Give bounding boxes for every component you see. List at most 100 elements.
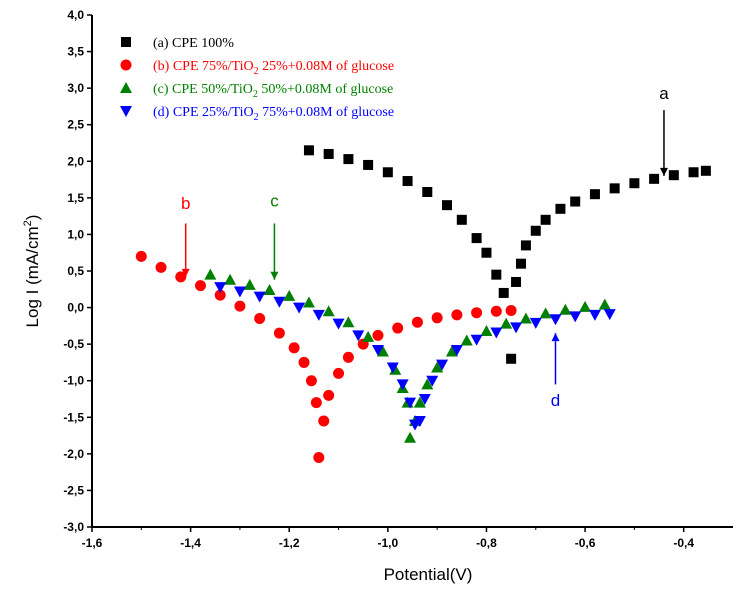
data-point-a <box>511 276 522 287</box>
data-point-b <box>392 322 404 334</box>
data-point-b <box>305 375 317 387</box>
annotations: a b c d <box>181 84 669 410</box>
data-point-a <box>649 173 660 184</box>
y-tick-label: 1,5 <box>67 191 84 205</box>
legend-label-b: (b) CPE 75%/TiO2 25%+0.08M of glucose <box>153 59 394 77</box>
data-point-c <box>342 316 355 328</box>
legend-item-c: (c) CPE 50%/TiO2 50%+0.08M of glucose <box>120 82 393 100</box>
annotation-arrow-head <box>181 268 190 277</box>
data-point-c <box>559 303 572 315</box>
legend-item-a: (a) CPE 100% <box>121 36 234 51</box>
legend-label-c: (c) CPE 50%/TiO2 50%+0.08M of glucose <box>153 82 393 100</box>
annotation-b: b <box>181 194 190 277</box>
data-point-c <box>431 361 444 373</box>
data-point-a <box>688 167 699 178</box>
y-axis-title-close: ) <box>23 215 42 221</box>
y-tick-label: -3,0 <box>63 520 84 534</box>
data-point-a <box>442 200 453 211</box>
data-point-b <box>310 397 322 409</box>
data-point-d <box>569 311 582 323</box>
legend-marker-b <box>120 59 132 71</box>
data-point-a <box>589 189 600 200</box>
data-point-a <box>343 154 354 165</box>
legend: (a) CPE 100% (b) CPE 75%/TiO2 25%+0.08M o… <box>120 36 394 123</box>
data-point-d <box>470 334 483 346</box>
series-c <box>204 268 611 443</box>
legend-marker-c <box>120 82 132 93</box>
data-point-b <box>155 261 167 273</box>
data-point-b <box>175 271 187 283</box>
data-point-d <box>332 318 345 330</box>
annotation-label: b <box>181 194 190 213</box>
data-point-d <box>386 362 399 374</box>
data-point-a <box>382 167 393 178</box>
data-point-d <box>312 309 325 321</box>
annotation-label: c <box>270 192 279 211</box>
data-point-b <box>342 351 354 363</box>
data-point-b <box>194 280 206 292</box>
data-point-d <box>529 317 542 329</box>
data-point-c <box>445 345 458 357</box>
data-point-c <box>519 312 532 324</box>
data-point-b <box>214 289 226 301</box>
x-tick-label: -0,4 <box>673 536 694 550</box>
data-point-b <box>431 312 443 324</box>
data-point-b <box>298 356 310 368</box>
x-tick-label: -1,4 <box>180 536 201 550</box>
data-point-a <box>506 353 517 364</box>
data-point-d <box>396 379 409 391</box>
data-point-b <box>254 313 266 325</box>
data-point-b <box>273 327 285 339</box>
data-point-b <box>333 367 345 379</box>
annotation-d: d <box>551 333 560 410</box>
data-point-b <box>451 309 463 321</box>
data-point-a <box>471 233 482 244</box>
data-point-b <box>234 300 246 312</box>
data-point-d <box>603 309 616 321</box>
data-point-b <box>135 250 147 262</box>
data-point-d <box>253 291 266 303</box>
data-series <box>135 145 711 464</box>
data-point-d <box>450 344 463 356</box>
data-point-a <box>303 145 314 156</box>
legend-marker-a <box>121 37 131 47</box>
data-point-c <box>539 307 552 319</box>
y-tick-label: 3,0 <box>67 81 84 95</box>
data-point-a <box>456 214 467 225</box>
legend-marker-d <box>120 106 132 117</box>
annotation-arrow-head <box>270 271 279 280</box>
data-point-d <box>588 309 601 321</box>
legend-label-a: (a) CPE 100% <box>153 36 234 51</box>
data-point-a <box>323 148 334 159</box>
data-point-b <box>490 305 502 317</box>
series-d <box>214 282 616 431</box>
data-point-a <box>668 170 679 181</box>
data-point-d <box>352 330 365 342</box>
y-tick-label: 2,0 <box>67 154 84 168</box>
data-point-c <box>480 324 493 336</box>
x-tick-label: -1,2 <box>279 536 300 550</box>
annotation-arrow-head <box>551 333 560 342</box>
data-point-d <box>273 296 286 308</box>
x-tick-label: -1,6 <box>82 536 103 550</box>
data-point-c <box>322 305 335 317</box>
data-point-c <box>404 431 417 443</box>
data-point-a <box>402 176 413 187</box>
data-point-c <box>413 396 426 408</box>
y-tick-label: -2,5 <box>63 483 84 497</box>
data-point-c <box>500 317 513 329</box>
data-point-a <box>363 159 374 170</box>
data-point-d <box>436 359 449 371</box>
y-tick-label: -1,5 <box>63 410 84 424</box>
data-point-c <box>283 289 296 301</box>
x-tick-label: -0,6 <box>575 536 596 550</box>
data-point-b <box>313 452 325 464</box>
data-point-a <box>570 196 581 207</box>
data-point-c <box>302 296 315 308</box>
series-b <box>135 250 517 464</box>
data-point-b <box>372 329 384 341</box>
legend-label-d: (d) CPE 25%/TiO2 75%+0.08M of glucose <box>153 105 394 123</box>
y-axis-title: Log I (mA/cm2) <box>22 215 42 328</box>
data-point-d <box>549 314 562 326</box>
data-point-c <box>263 284 276 296</box>
